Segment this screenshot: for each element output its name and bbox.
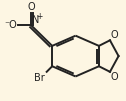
Text: O: O: [111, 72, 118, 82]
Text: +: +: [36, 12, 42, 21]
Text: N: N: [32, 15, 39, 25]
Text: ⁻O: ⁻O: [5, 20, 17, 30]
Text: O: O: [28, 2, 35, 12]
Text: O: O: [111, 30, 118, 40]
Text: Br: Br: [34, 73, 45, 83]
